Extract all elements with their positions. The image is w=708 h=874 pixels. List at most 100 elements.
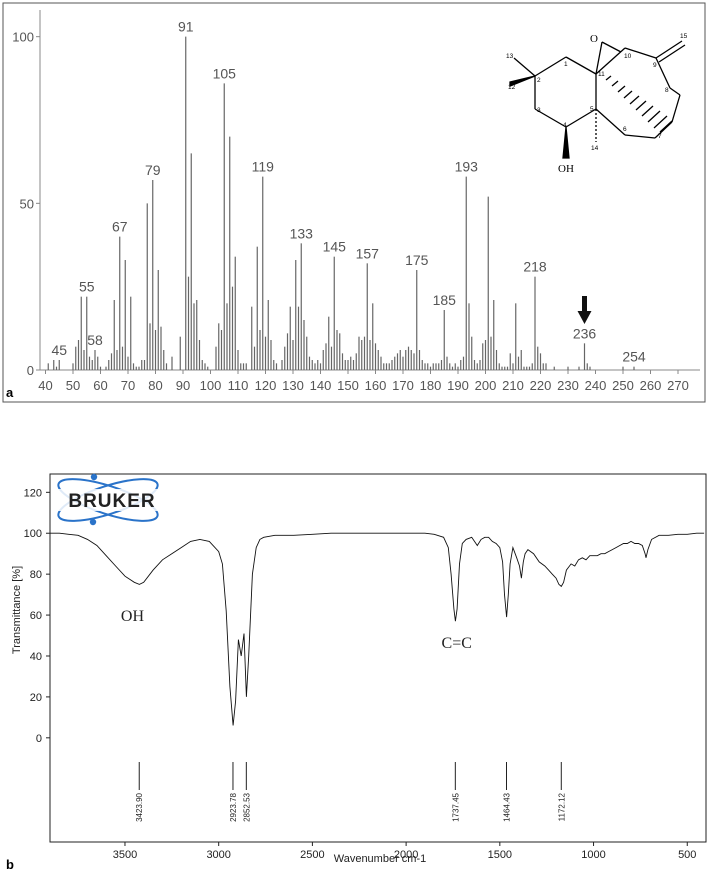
ms-peak-label: 67 (112, 219, 128, 235)
ir-x-tick-label: 3500 (113, 849, 137, 861)
ms-x-tick-label: 110 (228, 378, 249, 393)
ms-y-tick-label: 50 (20, 196, 34, 211)
ir-y-tick-label: 60 (30, 610, 42, 622)
ms-peak-label: 145 (323, 239, 347, 255)
atom-label-3: 3 (537, 107, 541, 114)
ms-x-tick-label: 170 (392, 378, 414, 393)
ir-plot-frame (49, 473, 707, 843)
ms-x-tick-label: 250 (612, 378, 634, 393)
ms-peak-label: 254 (622, 349, 646, 365)
ms-y-tick-label: 0 (27, 363, 34, 378)
ir-y-tick-label: 100 (24, 528, 42, 540)
ms-peak-label: 157 (356, 245, 380, 261)
atom-label-15: 15 (680, 33, 688, 40)
ir-y-axis-label: Transmittance [%] (11, 566, 23, 654)
atom-label-6: 6 (623, 126, 627, 133)
ms-peak-label: 58 (87, 332, 103, 348)
ms-peak-label: 55 (79, 279, 95, 295)
atom-label-7: 7 (658, 133, 662, 140)
panel-a-label: a (6, 385, 14, 400)
ms-peak-label: 133 (290, 225, 314, 241)
ms-x-tick-label: 240 (585, 378, 607, 393)
ms-x-tick-label: 230 (557, 378, 579, 393)
ir-y-tick-label: 20 (30, 692, 42, 704)
ms-peak-label: 218 (523, 259, 547, 275)
bruker-logo-text: BRUKER (68, 491, 155, 512)
ir-annotation: C=C (442, 635, 472, 652)
ms-x-tick-label: 40 (38, 378, 52, 393)
ms-peak-label: 236 (573, 325, 597, 341)
atom-label-5: 5 (590, 106, 594, 113)
structure-labels: O OH 1 2 3 4 5 6 7 8 9 10 11 12 13 14 15 (506, 33, 688, 175)
atom-label-8: 8 (665, 87, 669, 94)
panel-b-label: b (6, 857, 14, 872)
ir-peak-label: 1172.12 (557, 792, 566, 821)
ms-x-tick-label: 210 (502, 378, 524, 393)
atom-label-o: O (590, 33, 598, 45)
ir-y-tick-label: 80 (30, 569, 42, 581)
ir-peak-label: 2852.53 (242, 792, 251, 821)
ms-peak-label: 79 (145, 162, 161, 178)
ms-x-tick-label: 130 (282, 378, 304, 393)
ir-x-tick-label: 3000 (206, 849, 230, 861)
atom-label-12: 12 (508, 84, 516, 91)
ir-y-tick-label: 120 (24, 487, 42, 499)
ms-x-tick-label: 160 (365, 378, 387, 393)
ms-peak-label: 105 (213, 65, 237, 81)
bruker-logo: BRUKER (57, 473, 166, 526)
ms-x-tick-label: 200 (475, 378, 497, 393)
ms-x-tick-label: 70 (121, 378, 135, 393)
ms-peak-label: 193 (455, 159, 479, 175)
ir-peak-label: 1737.45 (451, 792, 460, 821)
ir-annotations: OH C=C (121, 608, 472, 652)
ir-peak-label: 2923.78 (229, 792, 238, 821)
ir-peak-markers: 3423.90 2923.78 2852.53 1737.45 1464.43 1172.… (135, 762, 566, 822)
ms-peak-label: 91 (178, 19, 194, 35)
atom-label-oh: OH (558, 163, 574, 175)
ir-x-tick-label: 2500 (300, 849, 324, 861)
atom-label-4: 4 (563, 122, 567, 129)
ms-x-tick-label: 80 (148, 378, 162, 393)
ms-peak-label: 185 (433, 292, 457, 308)
atom-label-1: 1 (564, 61, 568, 68)
ms-x-tick-label: 100 (200, 378, 222, 393)
ms-x-tick-label: 90 (176, 378, 190, 393)
ms-x-tick-label: 150 (337, 378, 359, 393)
ms-x-tick-label: 270 (667, 378, 689, 393)
ms-x-tick-label: 260 (640, 378, 662, 393)
ms-peak-label: 119 (252, 159, 275, 175)
ms-x-tick-labels: 40 50 60 70 80 90 100 110 120 130 140 150 160 170 180 1… (38, 378, 689, 393)
atom-label-13: 13 (506, 53, 514, 60)
arrow-head (577, 311, 592, 324)
ms-peak-label: 175 (405, 252, 429, 268)
ms-bars (47, 36, 635, 370)
ir-x-tick-labels: 3500 3000 2500 2000 1500 1000 500 (113, 849, 697, 861)
atom-label-2: 2 (537, 77, 541, 84)
ir-x-tick-label: 500 (678, 849, 696, 861)
ms-x-tick-label: 50 (66, 378, 80, 393)
ir-peak-label: 1464.43 (502, 792, 511, 821)
ms-y-tick-label: 100 (12, 30, 34, 45)
atom-label-9: 9 (653, 62, 657, 69)
ir-x-tick-label: 1500 (488, 849, 512, 861)
chemical-structure (509, 40, 686, 159)
ms-x-tick-label: 180 (420, 378, 442, 393)
ir-y-tick-label: 40 (30, 651, 42, 663)
ir-y-tick-label: 0 (36, 733, 42, 745)
ir-spectrum-panel: 0 20 40 60 80 100 120 3500 3000 2500 2000 1500 1000… (6, 473, 707, 872)
ms-x-tick-label: 120 (255, 378, 277, 393)
panel-a-border (2, 2, 706, 403)
atom-label-14: 14 (591, 145, 599, 152)
atom-label-10: 10 (624, 53, 632, 60)
ir-y-tick-labels: 0 20 40 60 80 100 120 (24, 487, 42, 744)
ir-peak-label: 3423.90 (135, 792, 144, 821)
ms-x-tick-label: 220 (530, 378, 552, 393)
ms-x-tick-label: 60 (93, 378, 107, 393)
ir-x-axis-label: Wavenumber cm-1 (334, 853, 427, 865)
ir-axes (46, 473, 707, 846)
ms-x-tick-label: 140 (310, 378, 332, 393)
ms-x-tick-label: 190 (447, 378, 469, 393)
